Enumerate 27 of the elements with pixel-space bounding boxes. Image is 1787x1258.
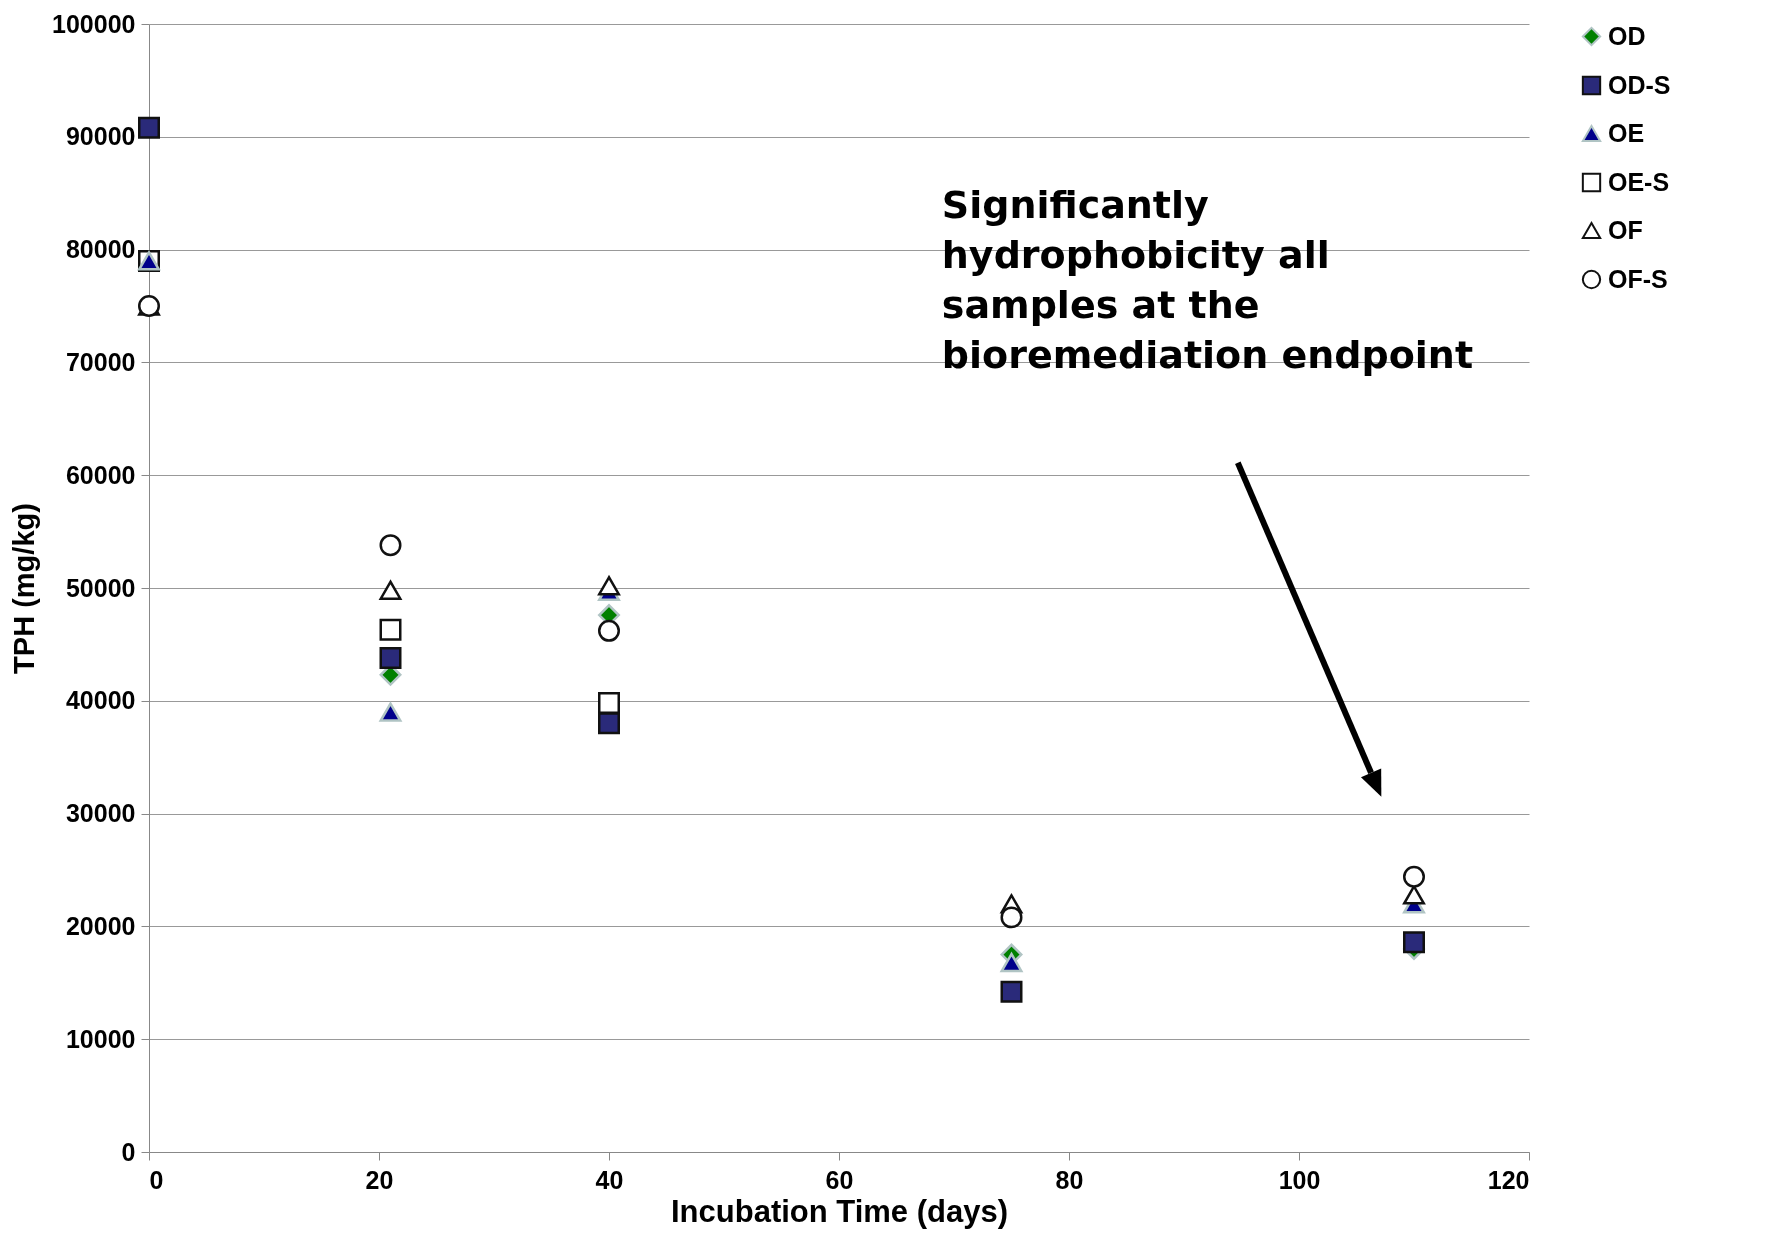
- y-tick-label: 80000: [65, 235, 136, 264]
- x-tick-label: 0: [149, 1165, 164, 1194]
- y-tick-label: 10000: [65, 1024, 136, 1053]
- x-tick-label: 40: [595, 1165, 624, 1194]
- annotation: Significantly hydrophobicity all samples at the bioremediation endpoint: [941, 182, 1474, 377]
- y-tick-label: 90000: [65, 122, 136, 151]
- legend-label: OF: [1608, 215, 1643, 244]
- x-tick-label: 80: [1055, 1165, 1084, 1194]
- y-tick-label: 40000: [65, 686, 136, 715]
- y-tick-label: 60000: [65, 460, 136, 489]
- y-tick-label: 30000: [65, 799, 136, 828]
- y-tick-label: 20000: [65, 911, 136, 940]
- legend-label: OD-S: [1608, 70, 1671, 99]
- y-tick-label: 0: [121, 1137, 136, 1166]
- x-tick-label: 120: [1487, 1165, 1530, 1194]
- y-tick-label: 50000: [65, 573, 136, 602]
- y-tick-label: 70000: [65, 347, 136, 376]
- y-axis-title: TPH (mg/kg): [8, 503, 41, 674]
- x-axis-title: Incubation Time (days): [670, 1193, 1009, 1229]
- legend-label: OE: [1608, 118, 1645, 147]
- y-tick-label: 100000: [52, 9, 136, 38]
- x-tick-label: 100: [1278, 1165, 1321, 1194]
- x-tick-label: 20: [365, 1165, 394, 1194]
- legend-label: OD: [1608, 21, 1646, 50]
- legend-label: OF-S: [1608, 264, 1668, 293]
- legend-label: OE-S: [1608, 167, 1670, 196]
- x-tick-label: 60: [825, 1165, 854, 1194]
